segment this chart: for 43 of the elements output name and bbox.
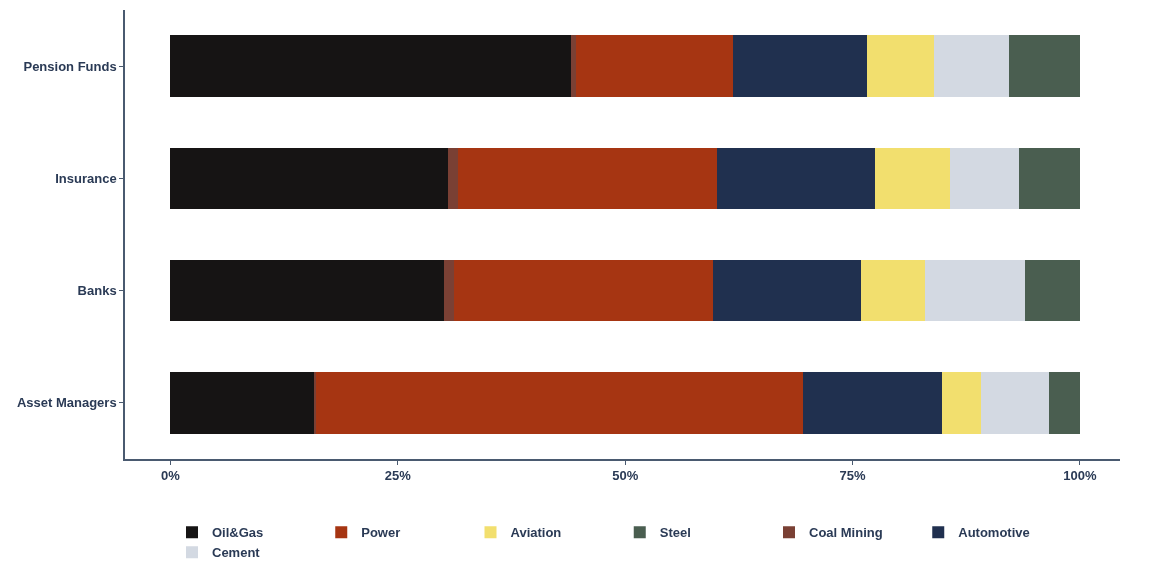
bar xyxy=(1009,35,1080,97)
bar xyxy=(933,35,1010,97)
bar xyxy=(925,259,1025,322)
bar xyxy=(712,259,861,322)
x-tick-label: 75% xyxy=(839,468,867,484)
x-tick-label: 50% xyxy=(612,468,639,484)
x-tick-label: 25% xyxy=(384,468,412,484)
bar xyxy=(170,147,448,210)
bar xyxy=(1024,259,1080,322)
legend-label: Steel xyxy=(659,525,691,541)
y-tick-label: Banks xyxy=(77,283,117,299)
bar xyxy=(803,372,942,434)
legend-label: Cement xyxy=(212,545,261,561)
bar xyxy=(717,147,876,210)
bar xyxy=(444,259,455,322)
bar xyxy=(457,147,718,210)
bar xyxy=(570,35,577,97)
bar xyxy=(941,372,981,434)
y-tick-label: Pension Funds xyxy=(23,58,117,74)
bar xyxy=(454,259,713,322)
y-tick-label: Insurance xyxy=(55,170,117,186)
bar xyxy=(875,147,950,210)
bar xyxy=(576,35,733,97)
legend-label: Oil&Gas xyxy=(212,525,264,541)
x-tick-label: 0% xyxy=(161,468,181,484)
bar xyxy=(170,259,445,322)
legend-label: Automotive xyxy=(958,525,1030,541)
legend-label: Coal Mining xyxy=(809,525,883,541)
bar xyxy=(170,372,315,434)
y-tick-label: Asset Managers xyxy=(16,395,117,411)
bar xyxy=(949,147,1020,210)
bar xyxy=(860,259,926,322)
bar xyxy=(980,372,1050,434)
bar xyxy=(732,35,868,97)
bar xyxy=(447,147,458,210)
bar xyxy=(867,35,934,97)
x-tick-label: 100% xyxy=(1063,468,1098,484)
bar xyxy=(170,35,571,97)
legend-label: Aviation xyxy=(510,525,562,541)
bar xyxy=(316,372,804,434)
bar xyxy=(1049,372,1080,434)
legend-label: Power xyxy=(361,525,401,541)
bar xyxy=(1019,147,1080,210)
